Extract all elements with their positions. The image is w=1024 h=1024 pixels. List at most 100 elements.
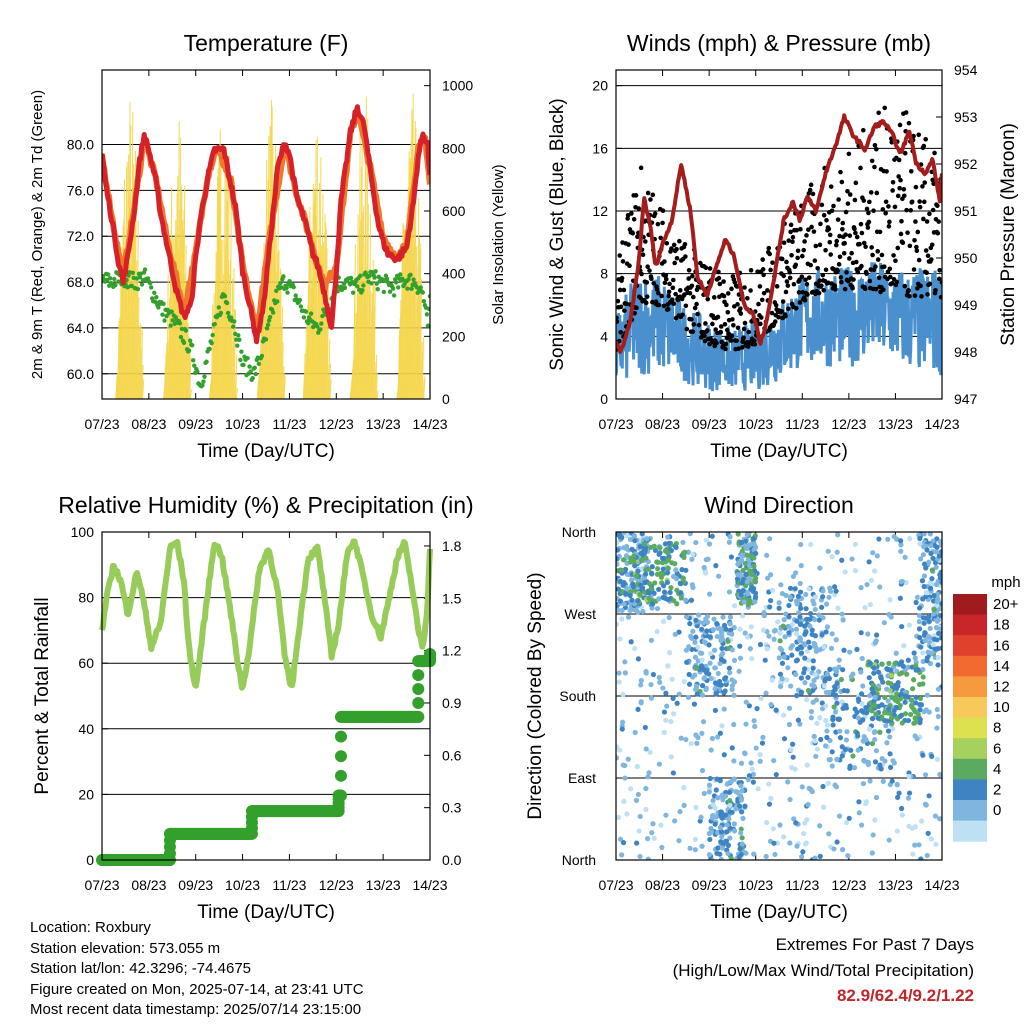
x-tick-label: 08/23 bbox=[131, 416, 166, 432]
direction-point bbox=[658, 574, 665, 580]
direction-point bbox=[624, 811, 630, 817]
direction-point bbox=[803, 629, 809, 635]
direction-point bbox=[918, 556, 924, 562]
solar-spike bbox=[282, 373, 286, 399]
direction-point bbox=[923, 772, 929, 778]
direction-point bbox=[616, 670, 622, 676]
gust-point bbox=[716, 275, 722, 281]
direction-point bbox=[616, 556, 620, 562]
direction-point bbox=[917, 541, 923, 547]
gust-point bbox=[823, 267, 829, 273]
direction-point bbox=[731, 603, 738, 609]
direction-point bbox=[632, 645, 638, 652]
direction-point bbox=[872, 568, 878, 574]
direction-point bbox=[790, 741, 796, 747]
direction-point bbox=[683, 597, 689, 603]
direction-point bbox=[817, 823, 823, 829]
gust-point bbox=[935, 203, 940, 209]
dewpoint-point bbox=[235, 343, 240, 348]
gust-point bbox=[907, 243, 913, 249]
direction-point bbox=[900, 663, 906, 669]
direction-point bbox=[860, 717, 866, 723]
direction-point bbox=[731, 721, 737, 728]
gust-point bbox=[935, 230, 941, 236]
direction-point bbox=[638, 682, 644, 688]
direction-point bbox=[702, 675, 708, 681]
direction-point bbox=[812, 617, 818, 623]
gust-point bbox=[785, 283, 791, 288]
direction-point bbox=[645, 774, 651, 780]
y-tick-label: 60 bbox=[78, 655, 94, 671]
direction-point bbox=[802, 680, 808, 686]
direction-point bbox=[751, 563, 757, 569]
direction-point bbox=[660, 566, 666, 572]
gust-point bbox=[767, 251, 772, 257]
direction-point bbox=[656, 596, 662, 602]
gust-point bbox=[716, 269, 721, 275]
direction-point bbox=[741, 599, 747, 605]
direction-point bbox=[860, 683, 866, 689]
colorbar-label: 20+ bbox=[993, 596, 1019, 613]
direction-point bbox=[923, 593, 929, 600]
direction-point bbox=[719, 845, 725, 851]
direction-point bbox=[668, 584, 674, 591]
direction-point bbox=[694, 691, 700, 697]
direction-point bbox=[646, 590, 653, 596]
gust-point bbox=[890, 188, 895, 193]
direction-point bbox=[904, 671, 910, 677]
direction-point bbox=[767, 597, 774, 604]
direction-point bbox=[807, 623, 813, 629]
direction-point bbox=[785, 779, 791, 785]
colorbar-label: 4 bbox=[993, 761, 1001, 778]
direction-point bbox=[727, 614, 734, 620]
direction-point bbox=[901, 643, 907, 649]
direction-point bbox=[783, 592, 789, 599]
gust-point bbox=[713, 327, 718, 332]
y-right-tick-label: 950 bbox=[954, 250, 978, 266]
direction-point bbox=[622, 670, 628, 676]
direction-point bbox=[870, 832, 876, 838]
gust-point bbox=[752, 342, 758, 347]
direction-point bbox=[693, 539, 699, 546]
gust-point bbox=[916, 132, 922, 138]
y-tick-label: West bbox=[564, 606, 596, 622]
direction-point bbox=[762, 657, 768, 663]
direction-point bbox=[867, 601, 873, 608]
dewpoint-point bbox=[298, 304, 304, 309]
gust-point bbox=[836, 197, 841, 202]
direction-point bbox=[862, 605, 868, 611]
direction-point bbox=[938, 635, 942, 641]
gust-point bbox=[863, 244, 868, 250]
gust-point bbox=[774, 284, 780, 289]
colorbar-label: 8 bbox=[993, 720, 1001, 737]
direction-point bbox=[885, 536, 891, 542]
direction-point bbox=[839, 557, 845, 563]
direction-point bbox=[917, 720, 923, 726]
direction-point bbox=[745, 777, 751, 783]
direction-point bbox=[670, 770, 676, 776]
gust-point bbox=[725, 291, 731, 296]
solar-spike bbox=[354, 313, 357, 399]
direction-point bbox=[838, 676, 844, 683]
dewpoint-point bbox=[358, 273, 363, 279]
direction-point bbox=[925, 634, 932, 640]
colorbar-swatch bbox=[953, 758, 987, 780]
direction-point bbox=[760, 734, 766, 740]
gust-point bbox=[773, 303, 779, 308]
direction-point bbox=[844, 688, 850, 694]
direction-point bbox=[616, 607, 621, 613]
direction-point bbox=[712, 821, 718, 827]
direction-point bbox=[803, 697, 810, 703]
direction-point bbox=[727, 802, 733, 808]
direction-point bbox=[699, 626, 705, 632]
gust-point bbox=[627, 263, 632, 269]
solar-spike bbox=[274, 238, 277, 399]
direction-point bbox=[818, 736, 824, 743]
direction-point bbox=[631, 606, 637, 613]
direction-point bbox=[616, 744, 620, 750]
direction-point bbox=[637, 592, 643, 598]
direction-point bbox=[898, 805, 905, 812]
direction-point bbox=[932, 813, 939, 819]
gust-point bbox=[704, 328, 710, 333]
gust-point bbox=[851, 277, 856, 282]
